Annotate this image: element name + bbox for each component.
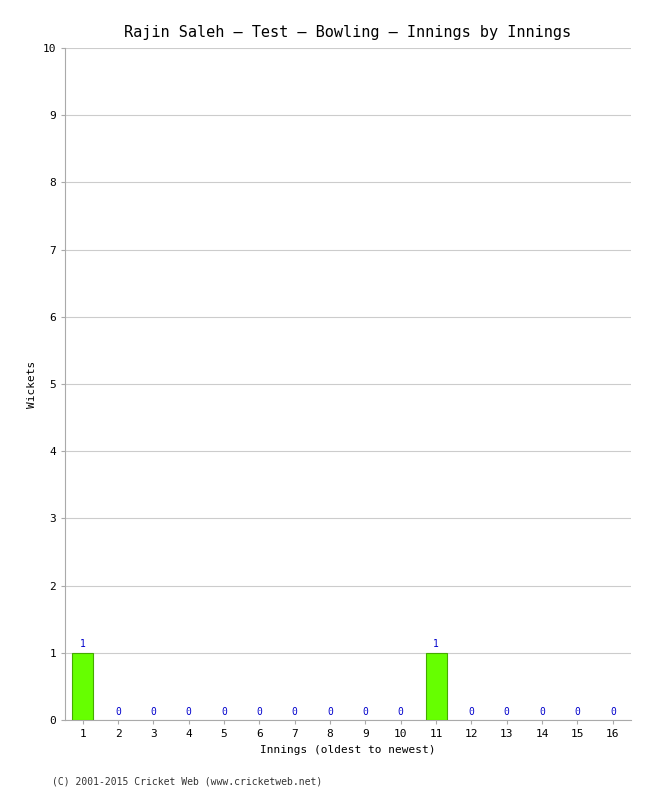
Text: 0: 0 — [398, 706, 404, 717]
Text: 0: 0 — [186, 706, 192, 717]
Text: 0: 0 — [540, 706, 545, 717]
Y-axis label: Wickets: Wickets — [27, 360, 37, 408]
Text: 1: 1 — [433, 639, 439, 650]
Text: 0: 0 — [469, 706, 474, 717]
Text: 0: 0 — [115, 706, 121, 717]
Text: 0: 0 — [327, 706, 333, 717]
Title: Rajin Saleh – Test – Bowling – Innings by Innings: Rajin Saleh – Test – Bowling – Innings b… — [124, 25, 571, 40]
Text: 0: 0 — [575, 706, 580, 717]
Text: (C) 2001-2015 Cricket Web (www.cricketweb.net): (C) 2001-2015 Cricket Web (www.cricketwe… — [52, 776, 322, 786]
Text: 0: 0 — [610, 706, 616, 717]
Bar — [426, 653, 447, 720]
Text: 0: 0 — [292, 706, 298, 717]
Text: 0: 0 — [257, 706, 263, 717]
X-axis label: Innings (oldest to newest): Innings (oldest to newest) — [260, 745, 436, 754]
Bar — [72, 653, 94, 720]
Text: 0: 0 — [221, 706, 227, 717]
Text: 1: 1 — [80, 639, 86, 650]
Text: 0: 0 — [504, 706, 510, 717]
Text: 0: 0 — [150, 706, 156, 717]
Text: 0: 0 — [363, 706, 369, 717]
